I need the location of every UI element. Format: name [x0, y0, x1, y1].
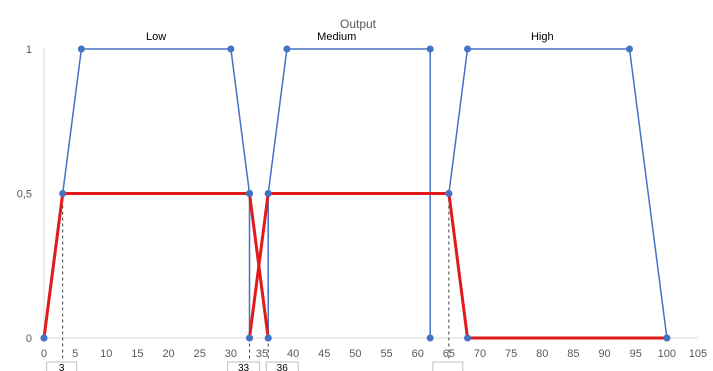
x-tick-label: 100 [658, 348, 676, 360]
chart-title: Output [340, 17, 377, 31]
data-point [464, 334, 472, 342]
data-point [59, 190, 67, 197]
x-tick-label: 80 [536, 348, 548, 360]
data-point [40, 334, 48, 342]
data-point [264, 334, 272, 342]
series-line-high [448, 48, 668, 339]
callout-box [432, 361, 464, 371]
x-tick-label: 35 [256, 348, 268, 360]
x-tick-label: 10 [100, 348, 112, 360]
x-tick-label: 65 [443, 348, 455, 360]
set-labels: Low Medium High [146, 31, 554, 43]
x-tick-label: 70 [474, 348, 486, 360]
y-tick-label: 1 [26, 44, 32, 56]
callout-box [227, 361, 261, 371]
data-point [625, 45, 633, 53]
y-tick-label: 0 [26, 333, 32, 345]
set-label-medium: Medium [317, 31, 356, 43]
x-tick-label: 20 [162, 348, 174, 360]
x-tick-label: 105 [689, 348, 707, 360]
data-point [77, 45, 85, 53]
data-point [283, 45, 291, 53]
x-tick-label: 50 [349, 348, 361, 360]
x-tick-label: 75 [505, 348, 517, 360]
chart-marks [40, 45, 671, 371]
x-tick-label: 25 [194, 348, 206, 360]
x-tick-label: 90 [598, 348, 610, 360]
callout-label: 33 [238, 363, 250, 371]
y-tick-label: 0,5 [17, 189, 32, 201]
data-point [227, 45, 235, 53]
data-point [264, 190, 272, 197]
x-tick-label: 45 [318, 348, 330, 360]
x-tick-label: 40 [287, 348, 299, 360]
x-tick-label: 15 [131, 348, 143, 360]
callout-label: 36 [277, 363, 289, 371]
x-tick-label: 30 [225, 348, 237, 360]
callout-label: 3 [59, 363, 65, 371]
callout-box [265, 361, 299, 371]
x-tick-label: 5 [72, 348, 78, 360]
set-label-low: Low [146, 31, 166, 43]
data-point [426, 334, 434, 342]
x-tick-label: 55 [380, 348, 392, 360]
data-point [464, 45, 472, 53]
x-tick-label: 95 [630, 348, 642, 360]
x-tick-label: 85 [567, 348, 579, 360]
x-tick-label: 60 [412, 348, 424, 360]
data-point [663, 334, 671, 342]
set-label-high: High [531, 31, 554, 43]
callout-box [46, 361, 78, 371]
data-point [246, 190, 254, 197]
x-tick-label: 0 [41, 348, 47, 360]
axes: 0 5 10 15 20 25 30 35 40 45 50 55 60 65 70 75 80 85 90 95 10… [17, 44, 707, 360]
data-point [426, 45, 434, 53]
callouts: 3 33 36 [46, 361, 464, 371]
data-point [445, 190, 453, 197]
data-point [246, 334, 254, 342]
